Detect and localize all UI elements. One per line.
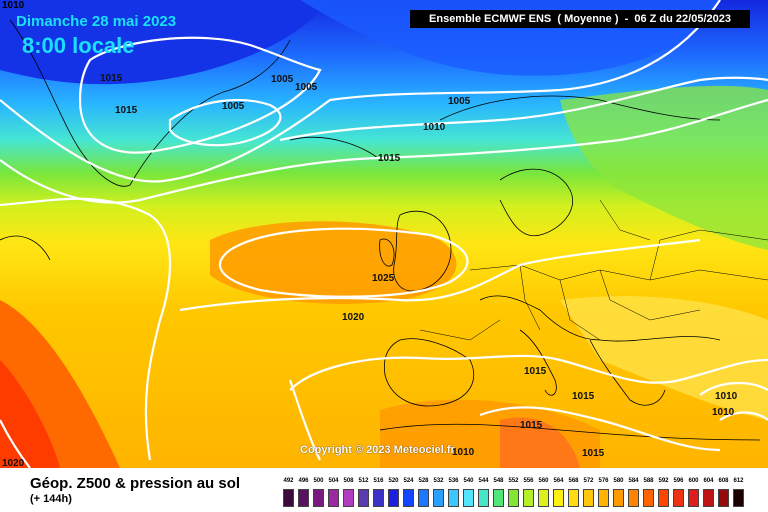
forecast-lead-time: (+ 144h) [30, 493, 72, 505]
scale-tick-label: 584 [628, 478, 639, 484]
scale-tick-label: 608 [718, 478, 729, 484]
low-pressure-area [0, 0, 330, 85]
scale-tick-label: 532 [433, 478, 444, 484]
map-title: Géop. Z500 & pression au sol [30, 475, 241, 492]
scale-tick-label: 528 [418, 478, 429, 484]
isobar-label: 1020 [2, 458, 25, 468]
scale-color-swatch [463, 489, 474, 507]
scale-color-swatch [553, 489, 564, 507]
scale-color-swatch [523, 489, 534, 507]
scale-color-swatch [613, 489, 624, 507]
scale-color-swatch [583, 489, 594, 507]
scale-color-swatch [718, 489, 729, 507]
scale-tick-label: 568 [568, 478, 579, 484]
scale-tick-label: 492 [283, 478, 294, 484]
scale-tick-label: 520 [388, 478, 399, 484]
scale-color-swatch [448, 489, 459, 507]
high-pressure-ridge [210, 221, 457, 304]
scale-tick-label: 504 [328, 478, 339, 484]
scale-color-swatch [673, 489, 684, 507]
forecast-time: 8:00 locale [22, 33, 135, 58]
scale-color-swatch [313, 489, 324, 507]
scale-tick-label: 536 [448, 478, 459, 484]
model-run-label: Ensemble ECMWF ENS ( Moyenne ) - 06 Z du… [410, 10, 750, 28]
scale-color-swatch [598, 489, 609, 507]
isobar-label: 1015 [524, 366, 547, 377]
scale-tick-label: 572 [583, 478, 594, 484]
scale-color-swatch [688, 489, 699, 507]
isobar-label: 1005 [448, 96, 471, 107]
scale-color-swatch [388, 489, 399, 507]
scale-tick-label: 556 [523, 478, 534, 484]
scale-tick-label: 552 [508, 478, 519, 484]
isobar-label: 1015 [520, 420, 543, 431]
isobar-label: 1010 [712, 407, 735, 418]
scale-color-swatch [433, 489, 444, 507]
scale-color-swatch [568, 489, 579, 507]
scale-color-swatch [328, 489, 339, 507]
isobar-label: 1015 [378, 153, 401, 164]
scale-tick-label: 604 [703, 478, 714, 484]
scale-tick-label: 592 [658, 478, 669, 484]
isobar-label: 1010 [452, 447, 475, 458]
scale-tick-label: 512 [358, 478, 369, 484]
map-footer: Géop. Z500 & pression au sol (+ 144h) 49… [0, 468, 768, 512]
isobar-label: 1015 [115, 105, 138, 116]
scale-color-swatch [478, 489, 489, 507]
isobar-label: 1005 [222, 101, 245, 112]
scale-tick-label: 548 [493, 478, 504, 484]
corner-isobar-label: 1010 [2, 0, 25, 11]
scale-color-swatch [373, 489, 384, 507]
scale-tick-label: 580 [613, 478, 624, 484]
copyright-notice: Copyright © 2023 Meteociel.fr [300, 444, 455, 456]
scale-color-swatch [403, 489, 414, 507]
weather-map: 1015 1015 1005 1005 1005 1005 1010 1015 … [0, 0, 768, 468]
isobar-label: 1025 [372, 273, 395, 284]
scale-color-swatch [733, 489, 744, 507]
isobar-label: 1010 [715, 391, 738, 402]
map-canvas: 1015 1015 1005 1005 1005 1005 1010 1015 … [0, 0, 768, 468]
isobar-label: 1005 [271, 74, 294, 85]
scale-color-swatch [703, 489, 714, 507]
coastlines [0, 19, 761, 441]
color-scale-legend: 492 496 500 504 508 512 516 520 524 528 532 536 540 5… [283, 478, 753, 510]
scale-tick-label: 540 [463, 478, 474, 484]
scale-tick-label: 544 [478, 478, 489, 484]
scale-tick-label: 596 [673, 478, 684, 484]
scale-tick-label: 588 [643, 478, 654, 484]
scale-color-swatch [508, 489, 519, 507]
scale-tick-label: 560 [538, 478, 549, 484]
scale-tick-label: 576 [598, 478, 609, 484]
isobar-label: 1020 [342, 312, 365, 323]
scale-color-swatch [343, 489, 354, 507]
scale-color-swatch [658, 489, 669, 507]
scale-tick-label: 508 [343, 478, 354, 484]
scale-color-swatch [283, 489, 294, 507]
forecast-date: Dimanche 28 mai 2023 [16, 13, 177, 30]
isobar-label: 1015 [100, 73, 123, 84]
scale-tick-label: 496 [298, 478, 309, 484]
isobar-label: 1010 [423, 122, 446, 133]
isobar-labels: 1015 1015 1005 1005 1005 1005 1010 1015 … [2, 73, 738, 468]
scale-color-swatch [538, 489, 549, 507]
scale-color-swatch [493, 489, 504, 507]
scale-color-swatch [358, 489, 369, 507]
scale-color-swatch [418, 489, 429, 507]
scale-tick-label: 516 [373, 478, 384, 484]
isobar-label: 1015 [582, 448, 605, 459]
scale-tick-label: 612 [733, 478, 744, 484]
scale-color-swatch [298, 489, 309, 507]
scale-color-swatch [628, 489, 639, 507]
scale-color-swatch [643, 489, 654, 507]
isobars [0, 0, 768, 468]
isobar-label: 1015 [572, 391, 595, 402]
scale-tick-label: 524 [403, 478, 414, 484]
scale-tick-label: 600 [688, 478, 699, 484]
isobar-label: 1005 [295, 82, 318, 93]
scale-tick-label: 564 [553, 478, 564, 484]
scale-tick-label: 500 [313, 478, 324, 484]
